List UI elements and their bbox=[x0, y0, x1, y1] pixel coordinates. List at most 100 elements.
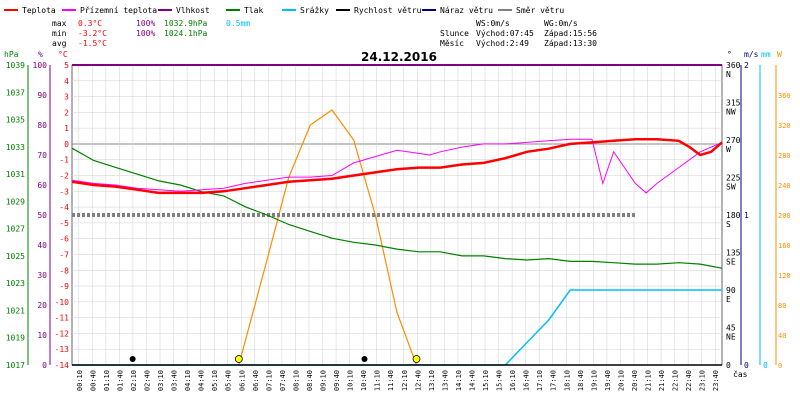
plot-area: 543210-1-2-3-4-5-6-7-8-9-10-11-12-13-140… bbox=[6, 61, 791, 391]
tick-label-temp: -4 bbox=[59, 203, 69, 212]
unit-deg: ° bbox=[727, 50, 732, 59]
tick-label-time: 19:40 bbox=[604, 370, 612, 391]
unit-ms: m/s bbox=[744, 50, 759, 59]
tick-label-temp: 5 bbox=[64, 61, 69, 70]
tick-label-time: 18:10 bbox=[563, 370, 571, 391]
tick-label-humidity: 60 bbox=[37, 181, 47, 190]
tick-label-wind-cardinal: W bbox=[726, 145, 731, 154]
tick-label-temp: 4 bbox=[64, 77, 69, 86]
sunrise-marker bbox=[234, 355, 243, 363]
moon-rise: Východ:2:49 bbox=[476, 39, 529, 48]
avg-temp: -1.5°C bbox=[78, 39, 107, 48]
tick-label-solar: 280 bbox=[778, 152, 791, 160]
tick-label-time: 09:40 bbox=[333, 370, 341, 391]
tick-label-time: 15:10 bbox=[482, 370, 490, 391]
legend-label: Náraz větru bbox=[440, 6, 493, 15]
tick-label-time: 19:10 bbox=[590, 370, 598, 391]
tick-label-time: 02:40 bbox=[143, 370, 151, 391]
moon-set: Západ:13:30 bbox=[544, 39, 597, 48]
axis-units: hPa % °C ° m/s mm W bbox=[4, 50, 782, 59]
tick-label-humidity: 20 bbox=[37, 301, 47, 310]
max-rain: 0.5mm bbox=[226, 19, 250, 28]
unit-hpa: hPa bbox=[4, 50, 19, 59]
tick-label-solar: 80 bbox=[778, 302, 786, 310]
tick-label-humidity: 0 bbox=[42, 361, 47, 370]
tick-label-solar: 40 bbox=[778, 332, 786, 340]
tick-label-time: 01:40 bbox=[116, 370, 124, 391]
tick-label-pressure: 1033 bbox=[6, 143, 25, 152]
tick-label-time: 21:40 bbox=[658, 370, 666, 391]
tick-label-solar: 320 bbox=[778, 122, 791, 130]
time-axis-label: čas bbox=[733, 369, 748, 379]
tick-label-humidity: 10 bbox=[37, 331, 47, 340]
tick-label-humidity: 50 bbox=[37, 211, 47, 220]
min-temp: -3.2°C bbox=[78, 29, 107, 38]
tick-label-temp: 1 bbox=[64, 124, 69, 133]
tick-label-temp: 3 bbox=[64, 93, 69, 102]
tick-label-time: 22:10 bbox=[672, 370, 680, 391]
tick-label-pressure: 1023 bbox=[6, 279, 25, 288]
tick-label-time: 22:40 bbox=[685, 370, 693, 391]
tick-label-wind-dir: 135 bbox=[726, 249, 741, 258]
tick-label-pressure: 1035 bbox=[6, 116, 25, 125]
tick-label-temp: -6 bbox=[59, 235, 69, 244]
tick-label-solar: 200 bbox=[778, 212, 791, 220]
tick-label-time: 07:10 bbox=[265, 370, 273, 391]
tick-label-wind-cardinal: S bbox=[726, 220, 731, 229]
stats-panel: max 0.3°C 100% 1032.9hPa 0.5mm min -3.2°… bbox=[52, 19, 597, 48]
series-rain bbox=[72, 289, 722, 366]
tick-label-temp: 2 bbox=[64, 108, 69, 117]
legend-label: Směr větru bbox=[516, 6, 564, 15]
tick-label-pressure: 1027 bbox=[6, 225, 25, 234]
tick-label-humidity: 30 bbox=[37, 271, 47, 280]
tick-label-time: 10:10 bbox=[347, 370, 355, 391]
tick-label-wind-cardinal: E bbox=[726, 295, 731, 304]
tick-label-humidity: 90 bbox=[37, 91, 47, 100]
unit-pct: % bbox=[38, 50, 43, 59]
tick-label-time: 15:40 bbox=[496, 370, 504, 391]
tick-label-time: 14:40 bbox=[468, 370, 476, 391]
tick-label-temp: -5 bbox=[59, 219, 69, 228]
unit-w: W bbox=[777, 50, 782, 59]
tick-label-solar: 120 bbox=[778, 272, 791, 280]
tick-label-pressure: 1039 bbox=[6, 61, 25, 70]
tick-label-time: 18:40 bbox=[577, 370, 585, 391]
moonset-marker bbox=[361, 356, 368, 362]
tick-label-humidity: 70 bbox=[37, 151, 47, 160]
unit-mm: mm bbox=[761, 50, 771, 59]
tick-label-wind-cardinal: N bbox=[726, 70, 731, 79]
tick-label-time: 12:40 bbox=[414, 370, 422, 391]
wind-speed: WS:0m/s bbox=[476, 19, 510, 28]
tick-label-wind-dir: 270 bbox=[726, 136, 741, 145]
tick-label-time: 06:10 bbox=[238, 370, 246, 391]
tick-label-humidity: 100 bbox=[33, 61, 48, 70]
tick-label-wind-dir: 180 bbox=[726, 211, 741, 220]
tick-label-time: 08:10 bbox=[292, 370, 300, 391]
tick-label-wind-dir: 0 bbox=[726, 361, 731, 370]
tick-label-time: 08:40 bbox=[306, 370, 314, 391]
tick-label-time: 03:10 bbox=[157, 370, 165, 391]
tick-label-pressure: 1019 bbox=[6, 334, 25, 343]
tick-label-time: 04:10 bbox=[184, 370, 192, 391]
tick-label-time: 17:40 bbox=[550, 370, 558, 391]
tick-label-pressure: 1021 bbox=[6, 306, 25, 315]
sun-label: Slunce bbox=[440, 29, 469, 38]
min-label: min bbox=[52, 29, 67, 38]
tick-label-temp: -8 bbox=[59, 266, 69, 275]
tick-label-temp: -11 bbox=[55, 314, 70, 323]
tick-label-time: 11:40 bbox=[387, 370, 395, 391]
tick-label-time: 09:10 bbox=[320, 370, 328, 391]
legend-label: Přízemní teplota bbox=[80, 6, 157, 15]
tick-label-wind-speed: 0 bbox=[744, 361, 749, 370]
tick-label-time: 01:10 bbox=[103, 370, 111, 391]
tick-label-temp: -13 bbox=[55, 345, 70, 354]
tick-label-time: 23:10 bbox=[699, 370, 707, 391]
tick-label-wind-dir: 90 bbox=[726, 286, 736, 295]
max-humidity: 100% bbox=[136, 19, 155, 28]
tick-label-temp: -1 bbox=[59, 156, 69, 165]
tick-label-time: 06:40 bbox=[252, 370, 260, 391]
tick-label-wind-speed: 2 bbox=[744, 61, 749, 70]
legend-label: Tlak bbox=[244, 6, 263, 15]
tick-label-time: 05:40 bbox=[225, 370, 233, 391]
